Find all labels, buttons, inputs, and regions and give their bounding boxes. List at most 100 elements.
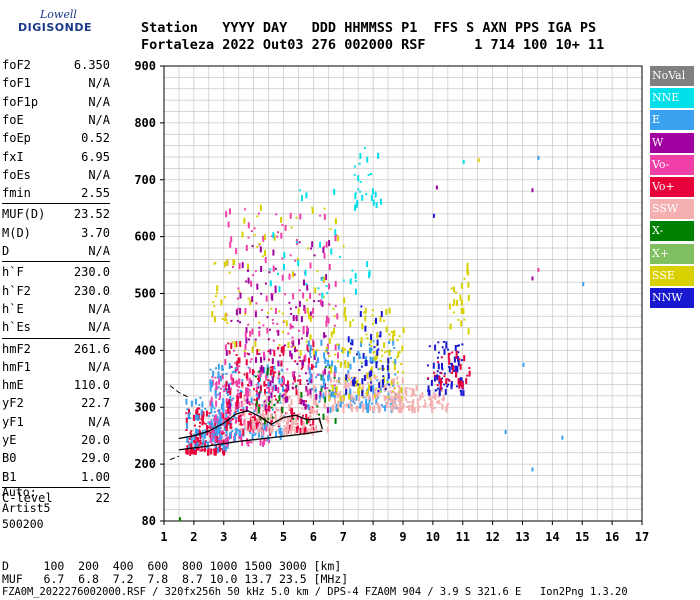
echo-point: [225, 398, 228, 405]
echo-point: [215, 396, 218, 399]
echo-point: [531, 276, 534, 281]
param-row: h`E N/A: [2, 300, 110, 318]
echo-point: [250, 417, 253, 420]
echo-point: [453, 299, 456, 306]
echo-point: [345, 383, 348, 390]
echo-point: [316, 405, 319, 408]
echo-point: [351, 339, 354, 346]
echo-point: [313, 354, 316, 360]
x-tick-label: 11: [456, 530, 470, 544]
echo-point: [234, 402, 237, 409]
echo-point: [240, 408, 242, 411]
echo-point: [462, 159, 465, 164]
echo-point: [214, 367, 217, 370]
echo-point: [238, 436, 240, 439]
echo-point: [302, 414, 304, 417]
echo-point: [395, 404, 398, 410]
echo-point: [342, 279, 345, 282]
echo-point: [299, 213, 302, 220]
echo-point: [390, 379, 393, 386]
echo-point: [210, 437, 213, 440]
echo-point: [306, 344, 309, 351]
echo-point: [246, 388, 249, 394]
echo-point: [290, 399, 293, 406]
echo-point: [256, 246, 259, 248]
echo-point: [263, 234, 266, 241]
echo-point: [385, 397, 388, 400]
echo-point: [461, 343, 464, 346]
echo-point: [333, 392, 336, 399]
echo-point: [329, 377, 332, 384]
echo-point: [217, 393, 220, 396]
echo-point: [214, 376, 217, 379]
echo-point: [265, 425, 268, 432]
echo-point: [264, 388, 266, 395]
echo-point: [333, 315, 336, 318]
echo-point: [281, 330, 284, 333]
echo-point: [361, 404, 364, 407]
echo-point: [371, 314, 374, 317]
echo-point: [259, 413, 262, 416]
dashed-extrapolation: [169, 385, 189, 398]
echo-point: [291, 428, 294, 431]
echo-point: [359, 153, 362, 160]
echo-point: [283, 377, 285, 384]
echo-point: [325, 241, 328, 248]
echo-point: [237, 402, 240, 408]
param-name: hmF1: [2, 359, 31, 374]
echo-point: [255, 405, 257, 412]
echo-point: [370, 344, 373, 347]
echo-point: [460, 307, 463, 314]
echo-point: [236, 297, 239, 300]
echo-point: [190, 448, 193, 455]
echo-point: [386, 381, 389, 384]
echo-point: [247, 236, 250, 239]
echo-point: [306, 429, 309, 435]
echo-point: [215, 292, 218, 295]
echo-point: [232, 266, 234, 268]
echo-point: [236, 319, 239, 322]
echo-point: [244, 421, 247, 428]
echo-point: [246, 438, 248, 445]
echo-point: [350, 394, 353, 401]
echo-point: [238, 386, 241, 388]
echo-point: [371, 322, 374, 325]
echo-point: [257, 428, 260, 431]
echo-point: [450, 362, 453, 365]
param-name: foE: [2, 112, 24, 127]
echo-point: [337, 235, 340, 242]
echo-point: [347, 406, 350, 409]
echo-point: [268, 271, 271, 274]
echo-point: [353, 356, 355, 363]
echo-point: [367, 403, 370, 406]
echo-point: [252, 274, 255, 277]
echo-point: [236, 406, 239, 409]
echo-point: [247, 222, 250, 229]
echo-point: [386, 364, 389, 371]
echo-point: [200, 409, 203, 416]
echo-point: [437, 341, 440, 344]
echo-point: [305, 413, 308, 420]
param-name: foEs: [2, 167, 31, 182]
echo-point: [269, 391, 272, 394]
echo-point: [265, 374, 268, 381]
echo-point: [261, 255, 264, 258]
param-value: 23.52: [73, 207, 110, 222]
echo-point: [352, 379, 354, 386]
echo-point: [251, 245, 254, 248]
echo-point: [293, 371, 296, 374]
echo-point: [257, 381, 260, 388]
echo-point: [274, 308, 277, 314]
echo-point: [272, 339, 275, 342]
echo-point: [205, 441, 208, 444]
echo-point: [269, 348, 272, 355]
echo-point: [327, 360, 330, 366]
echo-point: [276, 235, 279, 238]
echo-point: [264, 404, 267, 411]
echo-point: [240, 390, 243, 393]
param-value: 6.350: [73, 58, 110, 72]
echo-point: [258, 330, 261, 337]
echo-point: [449, 323, 452, 330]
echo-point: [380, 404, 383, 407]
echo-point: [257, 370, 260, 373]
